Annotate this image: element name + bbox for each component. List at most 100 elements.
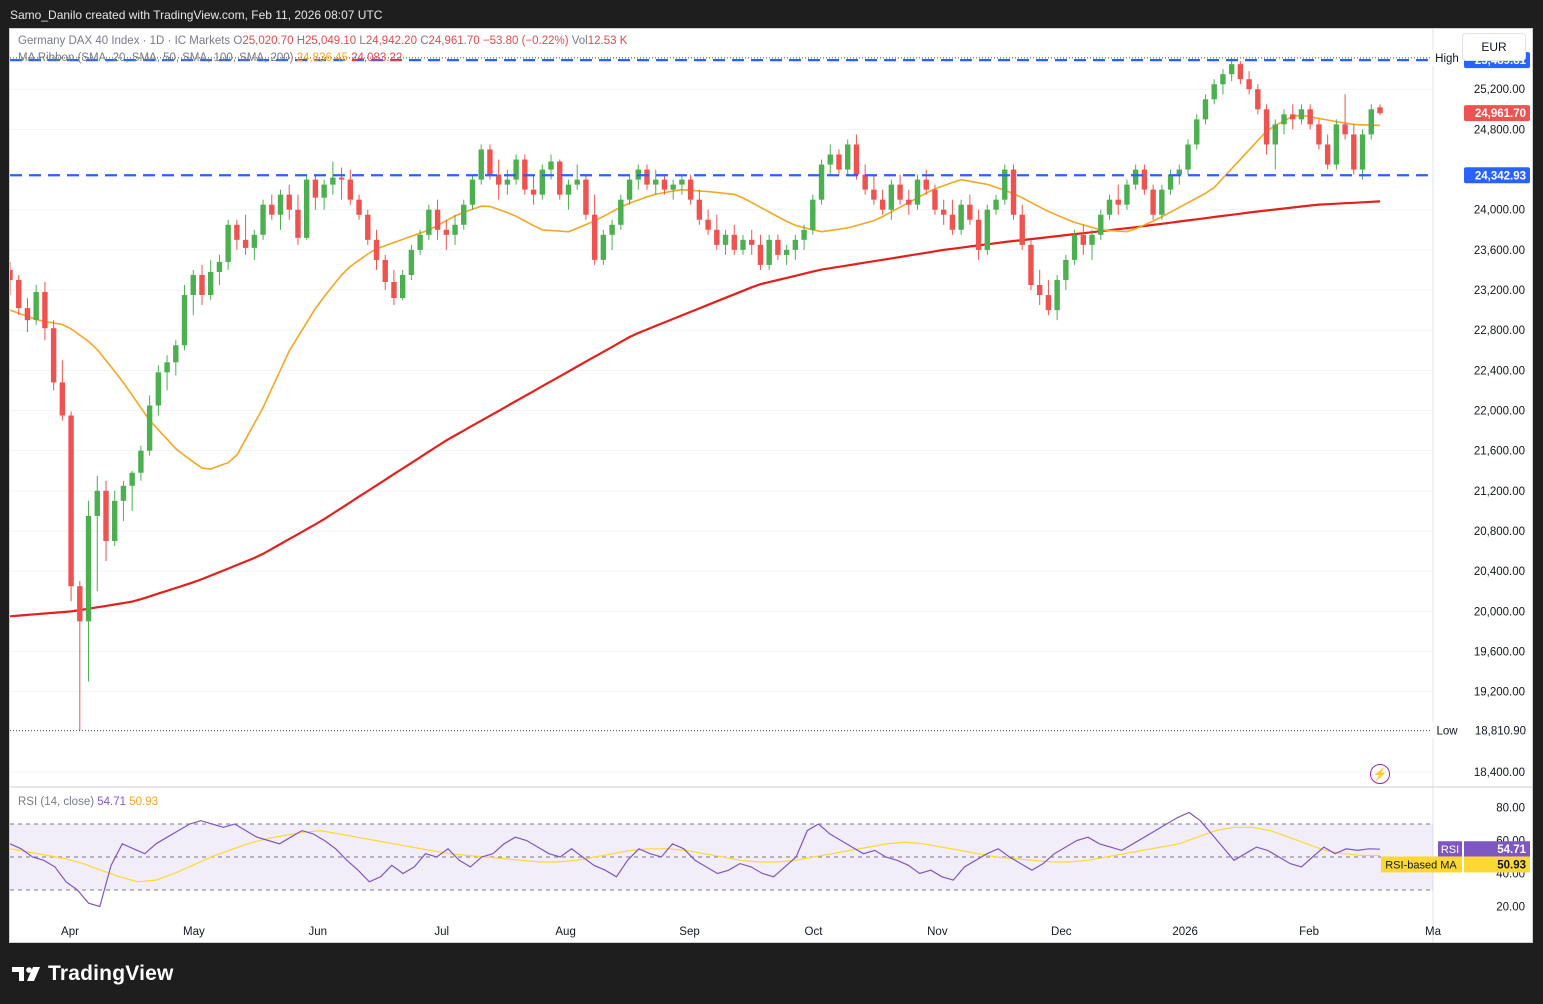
lightning-icon[interactable]: ⚡ [1370, 764, 1390, 784]
time-tick-label: Apr [61, 926, 79, 938]
tradingview-logo: TradingView [12, 962, 174, 986]
rsi-line [10, 811, 1381, 908]
candle-body-up [539, 169, 545, 195]
chart-panel[interactable]: 25,200.00 24,800.00 24,000.00 23,600.00 23,2… [9, 28, 1533, 943]
candle-body-down [775, 239, 781, 255]
time-axis[interactable]: Apr May Jun Jul Aug Sep Oct Nov Dec 2026 Feb Ma [61, 926, 1442, 938]
rsi-ma-value-bg [1464, 856, 1530, 873]
candle-body-up [1333, 124, 1340, 165]
price-tick-label: 21,200.00 [1474, 486, 1525, 498]
candle-body-up [574, 179, 580, 185]
candle-body-up [845, 144, 851, 170]
candle-body-up [1132, 169, 1139, 185]
candle-body-up [548, 161, 554, 170]
candle-body-down [443, 229, 450, 235]
candle-body-up [129, 472, 135, 486]
candle-body-down [591, 214, 598, 260]
candle-body-down [434, 209, 441, 230]
price-tick-label: 22,000.00 [1474, 406, 1525, 418]
high-tag-bg [1431, 49, 1465, 66]
price-chart-svg[interactable]: 25,200.00 24,800.00 24,000.00 23,600.00 23,2… [10, 29, 1533, 943]
candle-body-down [50, 328, 57, 383]
legend-vol-label: Vol [571, 35, 588, 47]
candle-body-up [722, 234, 729, 245]
candle-body-down [696, 199, 703, 220]
legend-volume: 12.53 K [587, 35, 628, 47]
candle-body-up [321, 184, 327, 198]
candle-body-down [1342, 124, 1348, 135]
candle-body-up [181, 295, 188, 346]
candle-body-down [731, 234, 737, 250]
candle-body-down [495, 174, 502, 185]
chart-caption: Samo_Danilo created with TradingView.com… [10, 8, 383, 22]
candle-body-up [1220, 74, 1226, 85]
candle-body-up [984, 209, 991, 250]
rsi-value-bg [1464, 841, 1530, 858]
ma20-line [10, 114, 1381, 470]
candle-body-up [33, 292, 39, 321]
price-tick-label: 19,200.00 [1474, 687, 1525, 699]
candle-body-down [1010, 169, 1017, 215]
legend-ohlc: Germany DAX 40 Index · 1D · IC Markets O… [18, 35, 627, 47]
candle-body-down [68, 415, 74, 587]
legend-c-label: C [420, 35, 429, 47]
legend-rsi-ma-value: 50.93 [129, 796, 159, 808]
support-price-label: 24,342.93 [1475, 170, 1526, 182]
candle-body-down [77, 586, 83, 622]
legend-high: 25,049.10 [305, 35, 357, 47]
rsi-name-bg [1438, 841, 1462, 858]
candle-body-down [862, 174, 868, 190]
price-tick-label: 20,400.00 [1474, 566, 1525, 578]
candle-body-down [10, 269, 13, 280]
last-price-label-bg [1464, 105, 1530, 122]
candle-body-down [1115, 199, 1121, 205]
candle-body-down [1246, 79, 1252, 90]
candle-body-up [112, 500, 118, 542]
candle-body-up [260, 204, 266, 235]
candle-body-up [1159, 189, 1165, 215]
candle-body-down [583, 179, 589, 215]
candle-body-up [408, 249, 415, 275]
candle-body-down [557, 161, 563, 195]
candle-body-down [347, 179, 354, 200]
candle-body-down [940, 209, 947, 215]
candle-body-down [1080, 234, 1087, 245]
candle-body-down [1377, 107, 1383, 114]
low-tag-bg [1431, 722, 1465, 739]
candle-body-down [286, 194, 292, 210]
candle-body-down [1237, 64, 1244, 80]
currency-label: EUR [1481, 40, 1507, 54]
candle-body-down [1307, 109, 1313, 125]
candle-body-down [906, 199, 912, 205]
candle-body-up [792, 239, 799, 250]
candle-body-up [600, 234, 607, 260]
candle-body-up [225, 224, 231, 262]
time-tick-label: Feb [1299, 926, 1319, 938]
candle-body-up [1124, 184, 1130, 205]
legend-ma20-value: 24,836.45 [296, 52, 348, 64]
support-price-label-bg [1464, 167, 1530, 184]
candle-body-up [783, 249, 790, 255]
candle-body-down [103, 490, 109, 542]
candle-body-up [766, 239, 772, 265]
candle-body-down [1028, 244, 1034, 286]
candle-body-up [888, 184, 895, 210]
time-tick-label: May [183, 926, 205, 938]
time-tick-label: Aug [555, 926, 575, 938]
candle-body-up [1211, 84, 1217, 100]
candle-body-down [356, 199, 362, 215]
candle-body-down [373, 239, 380, 260]
candle-body-up [1368, 109, 1374, 135]
currency-button[interactable]: EUR [1462, 33, 1526, 61]
candle-body-up [1098, 214, 1104, 235]
price-tick-label: 22,400.00 [1474, 365, 1525, 377]
candle-body-down [338, 177, 345, 180]
candle-body-up [277, 194, 284, 215]
candle-body-up [216, 261, 223, 272]
time-tick-label: Ma [1425, 926, 1442, 938]
candles-group[interactable] [10, 57, 1383, 731]
candle-body-down [1255, 89, 1261, 110]
rsi-ma-name-bg [1381, 856, 1462, 873]
candle-body-up [461, 204, 467, 225]
candle-body-down [24, 308, 31, 321]
